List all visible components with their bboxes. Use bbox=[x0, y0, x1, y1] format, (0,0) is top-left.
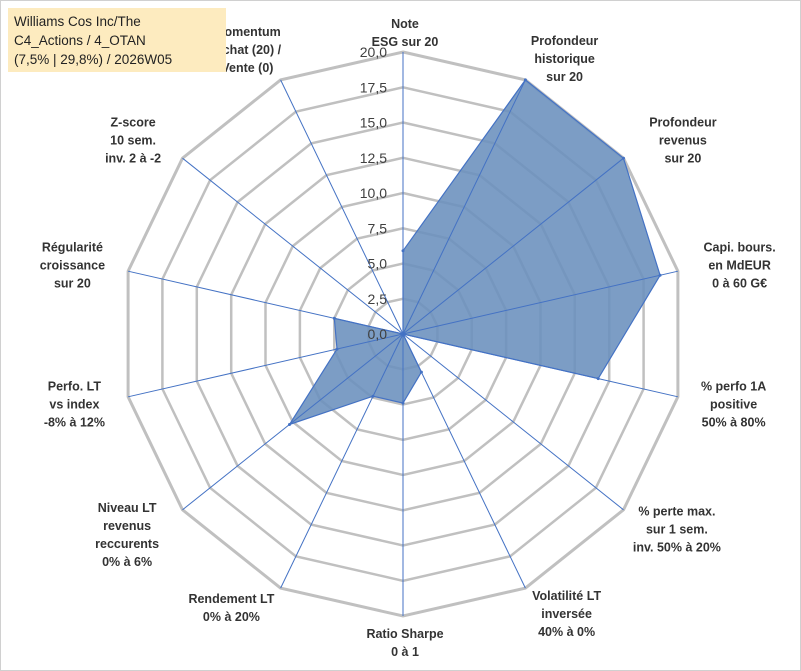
axis-label-6-line-2: sur 1 sem. bbox=[646, 523, 708, 537]
spoke-11 bbox=[127, 333, 404, 398]
tick-label-6: 15,0 bbox=[360, 115, 387, 131]
axis-label-9: Rendement LT 0% à 20% bbox=[188, 592, 274, 624]
axis-label-5-line-3: 50% à 80% bbox=[702, 415, 766, 429]
axis-label-7-line-1: Volatilité LT bbox=[532, 589, 601, 603]
spoke-7 bbox=[402, 333, 526, 589]
axis-label-4-line-2: en MdEUR bbox=[708, 259, 771, 273]
axis-label-11-line-1: Perfo. LT bbox=[48, 379, 102, 393]
axis-label-2-line-1: Profondeur bbox=[531, 34, 598, 48]
spoke-4 bbox=[402, 270, 679, 335]
axis-label-5-line-2: positive bbox=[710, 397, 757, 411]
axis-label-12: Régularité croissance sur 20 bbox=[40, 241, 105, 291]
tick-label-4: 10,0 bbox=[360, 185, 387, 201]
axis-label-5-line-1: % perfo 1A bbox=[701, 379, 766, 393]
axis-label-10-line-3: reccurents bbox=[95, 537, 159, 551]
axis-label-3-line-3: sur 20 bbox=[664, 152, 701, 166]
radar-series bbox=[288, 78, 662, 426]
axis-label-3-line-1: Profondeur bbox=[649, 116, 716, 130]
spoke-2 bbox=[402, 79, 526, 335]
axis-label-6: % perte max. sur 1 sem. inv. 50% à 20% bbox=[633, 505, 721, 555]
axis-label-2-line-3: sur 20 bbox=[546, 70, 583, 84]
tick-label-1: 2,5 bbox=[368, 291, 388, 307]
chart-title-line-1: Williams Cos Inc/The bbox=[14, 14, 141, 29]
spoke-6 bbox=[402, 333, 624, 511]
axis-label-11-line-3: -8% à 12% bbox=[44, 415, 105, 429]
axis-label-4-line-3: 0 à 60 G€ bbox=[712, 277, 767, 291]
axis-label-6-line-3: inv. 50% à 20% bbox=[633, 541, 721, 555]
tick-label-7: 17,5 bbox=[360, 79, 387, 95]
chart-title-box: Williams Cos Inc/The C4_Actions / 4_OTAN… bbox=[8, 8, 226, 72]
axis-label-14-line-3: Vente (0) bbox=[221, 61, 273, 75]
radar-spokes bbox=[127, 52, 679, 616]
axis-label-8: Ratio Sharpe 0 à 1 bbox=[366, 627, 443, 659]
axis-label-1-line-2: ESG sur 20 bbox=[372, 35, 439, 49]
axis-label-10-line-2: revenus bbox=[103, 519, 151, 533]
axis-label-14: Momentum Achat (20) / Vente (0) bbox=[214, 25, 282, 75]
axis-label-13-line-1: Z-score bbox=[111, 116, 156, 130]
axis-label-13-line-3: inv. 2 à -2 bbox=[105, 152, 161, 166]
axis-label-4: Capi. bours. en MdEUR 0 à 60 G€ bbox=[703, 241, 775, 291]
axis-label-14-line-1: Momentum bbox=[214, 25, 281, 39]
axis-label-12-line-3: sur 20 bbox=[54, 277, 91, 291]
axis-label-13: Z-score 10 sem. inv. 2 à -2 bbox=[105, 116, 161, 166]
axis-label-1-line-1: Note bbox=[391, 17, 419, 31]
axis-label-10-line-4: 0% à 6% bbox=[102, 555, 152, 569]
axis-label-12-line-2: croissance bbox=[40, 259, 105, 273]
axis-label-11-line-2: vs index bbox=[49, 397, 99, 411]
axis-label-2-line-2: historique bbox=[534, 52, 594, 66]
radar-tick-labels: 0,0 2,5 5,0 7,5 10,0 12,5 15,0 17,5 20,0 bbox=[360, 44, 387, 342]
axis-label-7-line-2: inversée bbox=[541, 607, 592, 621]
tick-label-2: 5,0 bbox=[368, 256, 388, 272]
spoke-9 bbox=[280, 333, 404, 589]
spoke-13 bbox=[182, 157, 404, 335]
axis-label-3: Profondeur revenus sur 20 bbox=[649, 116, 716, 166]
spoke-10 bbox=[182, 333, 404, 511]
chart-title-line-3: (7,5% | 29,8%) / 2026W05 bbox=[14, 52, 173, 67]
axis-label-3-line-2: revenus bbox=[659, 134, 707, 148]
tick-label-8: 20,0 bbox=[360, 44, 387, 60]
axis-label-7-line-3: 40% à 0% bbox=[538, 625, 595, 639]
series-polygon bbox=[288, 79, 661, 426]
axis-label-2: Profondeur historique sur 20 bbox=[531, 34, 598, 84]
spoke-3 bbox=[402, 157, 624, 335]
axis-label-14-line-2: Achat (20) / bbox=[214, 43, 282, 57]
axis-label-12-line-1: Régularité bbox=[42, 241, 103, 255]
axis-label-4-line-1: Capi. bours. bbox=[703, 241, 775, 255]
axis-label-6-line-1: % perte max. bbox=[638, 505, 715, 519]
axis-label-1: Note ESG sur 20 bbox=[372, 17, 439, 49]
spoke-5 bbox=[402, 333, 679, 398]
tick-label-0: 0,0 bbox=[368, 326, 388, 342]
axis-label-9-line-1: Rendement LT bbox=[188, 592, 274, 606]
spoke-12 bbox=[127, 270, 404, 335]
axis-label-8-line-1: Ratio Sharpe bbox=[366, 627, 443, 641]
radar-axis-labels: Note ESG sur 20 Profondeur historique sur 20… bbox=[40, 17, 776, 659]
axis-label-5: % perfo 1A positive 50% à 80% bbox=[701, 379, 766, 429]
tick-label-5: 12,5 bbox=[360, 150, 387, 166]
axis-label-10: Niveau LT revenus reccurents 0% à 6% bbox=[95, 501, 159, 569]
chart-title-line-2: C4_Actions / 4_OTAN bbox=[14, 33, 146, 48]
axis-label-9-line-2: 0% à 20% bbox=[203, 610, 260, 624]
axis-label-8-line-2: 0 à 1 bbox=[391, 645, 419, 659]
axis-label-10-line-1: Niveau LT bbox=[98, 501, 157, 515]
axis-label-11: Perfo. LT vs index -8% à 12% bbox=[44, 379, 105, 429]
tick-label-3: 7,5 bbox=[368, 220, 388, 236]
axis-label-7: Volatilité LT inversée 40% à 0% bbox=[532, 589, 601, 639]
axis-label-13-line-2: 10 sem. bbox=[110, 134, 156, 148]
spoke-14 bbox=[280, 79, 404, 335]
